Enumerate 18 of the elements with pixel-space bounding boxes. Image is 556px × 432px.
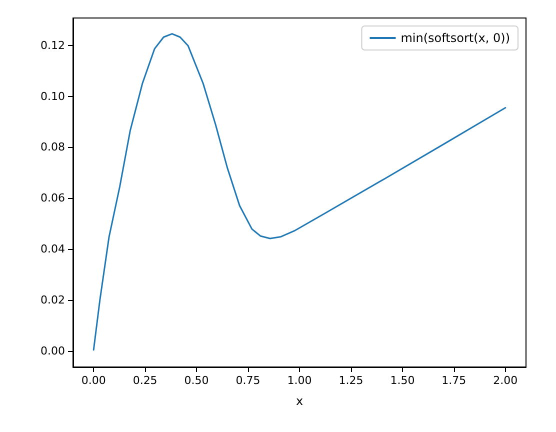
y-tick-label: 0.04 bbox=[40, 242, 65, 256]
x-axis-title: x bbox=[296, 394, 304, 408]
y-tick-label: 0.02 bbox=[40, 294, 65, 307]
x-tick-label: 1.75 bbox=[442, 374, 466, 387]
y-tick-label: 0.12 bbox=[40, 38, 65, 52]
x-tick-label: 1.00 bbox=[287, 374, 312, 387]
legend-label: min(softsort(x, 0)) bbox=[400, 31, 510, 45]
x-tick-label: 0.75 bbox=[236, 374, 260, 387]
x-tick-label: 1.25 bbox=[338, 374, 364, 387]
y-tick-label: 0.00 bbox=[40, 344, 65, 358]
x-tick-label: 1.50 bbox=[390, 374, 415, 387]
y-tick-label: 0.08 bbox=[40, 140, 65, 154]
x-tick-label: 0.50 bbox=[184, 374, 209, 387]
x-tick-label: 2.00 bbox=[493, 374, 518, 387]
x-tick-label: 0.00 bbox=[81, 374, 106, 387]
x-tick-label: 0.25 bbox=[132, 374, 158, 387]
y-tick-label: 0.10 bbox=[40, 90, 65, 103]
y-tick-label: 0.06 bbox=[40, 192, 65, 205]
